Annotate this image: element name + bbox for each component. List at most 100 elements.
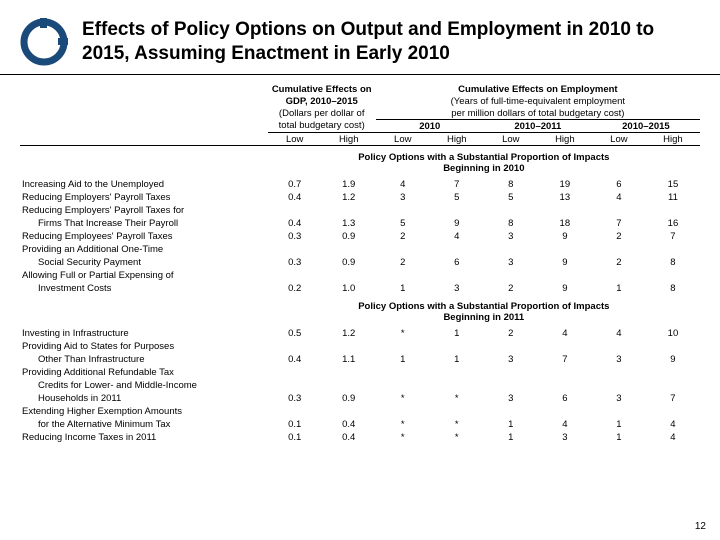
cell: 2 (484, 327, 538, 340)
cell (268, 340, 322, 353)
row-label: Providing Aid to States for Purposes (20, 340, 268, 353)
cell: 0.3 (268, 230, 322, 243)
cell: 0.4 (268, 353, 322, 366)
cell: 1 (376, 282, 430, 295)
row-label: Providing Additional Refundable Tax (20, 366, 268, 379)
row-label: Social Security Payment (20, 256, 268, 269)
row-label: for the Alternative Minimum Tax (20, 418, 268, 431)
cell: 5 (430, 191, 484, 204)
cell (484, 366, 538, 379)
row-label: Increasing Aid to the Unemployed (20, 178, 268, 191)
cell: * (430, 418, 484, 431)
cell (484, 340, 538, 353)
table-row: Firms That Increase Their Payroll0.41.35… (20, 217, 700, 230)
cell: 0.7 (268, 178, 322, 191)
cell (538, 366, 592, 379)
cell (592, 366, 646, 379)
hdr-gdp-mid: GDP, 2010–2015 (268, 95, 376, 107)
cell: 4 (646, 431, 700, 444)
cell: 2 (592, 256, 646, 269)
cell (322, 366, 376, 379)
table-row: Providing Aid to States for Purposes (20, 340, 700, 353)
cell: * (376, 418, 430, 431)
logo-icon (20, 18, 68, 66)
hdr-gdp-sub1: (Dollars per dollar of (268, 107, 376, 120)
cell (592, 269, 646, 282)
cell: * (430, 392, 484, 405)
table-row: Investment Costs0.21.0132918 (20, 282, 700, 295)
cell (484, 243, 538, 256)
cell (592, 405, 646, 418)
cell (430, 204, 484, 217)
cell (322, 243, 376, 256)
table-row: for the Alternative Minimum Tax0.10.4**1… (20, 418, 700, 431)
cell: 0.3 (268, 256, 322, 269)
cell (538, 379, 592, 392)
cell: 4 (430, 230, 484, 243)
cell: 1 (592, 431, 646, 444)
table-row: Reducing Employers' Payroll Taxes0.41.23… (20, 191, 700, 204)
hdr-2010-11: 2010–2011 (484, 120, 592, 133)
cell (376, 243, 430, 256)
row-label: Households in 2011 (20, 392, 268, 405)
cell: 4 (646, 418, 700, 431)
cell: 8 (484, 178, 538, 191)
cell: * (376, 392, 430, 405)
cell: 0.5 (268, 327, 322, 340)
cell: 0.4 (268, 217, 322, 230)
cell (322, 204, 376, 217)
row-label: Extending Higher Exemption Amounts (20, 405, 268, 418)
cell: 1 (484, 418, 538, 431)
cell: 3 (376, 191, 430, 204)
cell (322, 379, 376, 392)
cell: 3 (430, 282, 484, 295)
cell: 7 (646, 230, 700, 243)
cell: 19 (538, 178, 592, 191)
table-row: Households in 20110.30.9**3637 (20, 392, 700, 405)
row-label: Reducing Income Taxes in 2011 (20, 431, 268, 444)
hdr-emp-top: Cumulative Effects on Employment (376, 83, 700, 95)
cell: 1.2 (322, 327, 376, 340)
cell: 1 (592, 418, 646, 431)
cell (592, 379, 646, 392)
table-row: Allowing Full or Partial Expensing of (20, 269, 700, 282)
cell: 1.1 (322, 353, 376, 366)
cell: 0.2 (268, 282, 322, 295)
row-label: Investing in Infrastructure (20, 327, 268, 340)
cell (430, 269, 484, 282)
cell: 0.4 (322, 431, 376, 444)
table-row: Providing an Additional One-Time (20, 243, 700, 256)
page-title: Effects of Policy Options on Output and … (82, 18, 700, 66)
cell (538, 243, 592, 256)
row-label: Firms That Increase Their Payroll (20, 217, 268, 230)
cell: 1 (484, 431, 538, 444)
cell (268, 379, 322, 392)
cell (538, 204, 592, 217)
table-row: Social Security Payment0.30.9263928 (20, 256, 700, 269)
cell: 5 (376, 217, 430, 230)
cell: 9 (646, 353, 700, 366)
cell: 1 (592, 282, 646, 295)
cell: 3 (484, 392, 538, 405)
hdr-emp-sub2: per million dollars of total budgetary c… (376, 107, 700, 120)
cell (268, 204, 322, 217)
cell (430, 243, 484, 256)
cell (538, 405, 592, 418)
cell (592, 204, 646, 217)
cell: 3 (484, 256, 538, 269)
cell: * (376, 327, 430, 340)
cell: 7 (538, 353, 592, 366)
row-label: Reducing Employers' Payroll Taxes for (20, 204, 268, 217)
cell: 0.9 (322, 392, 376, 405)
cell (376, 379, 430, 392)
cell (646, 243, 700, 256)
cell (646, 405, 700, 418)
cell: 8 (484, 217, 538, 230)
cell: 11 (646, 191, 700, 204)
section-2011: Policy Options with a Substantial Propor… (268, 295, 700, 327)
row-label: Reducing Employers' Payroll Taxes (20, 191, 268, 204)
table-row: Investing in Infrastructure0.51.2*124410 (20, 327, 700, 340)
cell: 4 (376, 178, 430, 191)
cell: 1.9 (322, 178, 376, 191)
hdr-2010-15: 2010–2015 (592, 120, 700, 133)
